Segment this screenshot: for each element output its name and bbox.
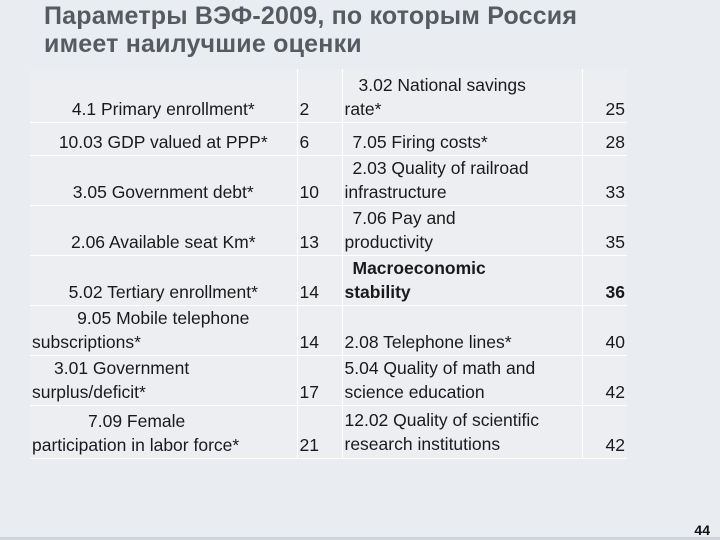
slide-title: Параметры ВЭФ-2009, по которым Россия им…: [44, 2, 704, 58]
left-rank-cell: 13: [296, 205, 342, 256]
left-rank-cell: 17: [296, 355, 342, 406]
slide-title-line-1: Параметры ВЭФ-2009, по которым Россия: [44, 2, 578, 30]
left-rank-cell: 2: [296, 69, 342, 123]
left-indicator-line: surplus/deficit*: [32, 381, 146, 402]
rankings-table-container: 4.1 Primary enrollment* 2 3.02 National …: [30, 69, 627, 459]
right-indicator-line: Macroeconomic: [352, 257, 486, 278]
table-row: 9.05 Mobile telephone subscriptions* 14 2…: [30, 305, 627, 356]
right-rank-cell: 40: [581, 305, 627, 356]
right-rank-cell: 42: [581, 355, 627, 406]
left-indicator-line: 9.05 Mobile telephone: [77, 307, 250, 328]
right-rank-cell: 35: [581, 205, 627, 256]
right-indicator-cell: 7.05 Firing costs*: [341, 122, 582, 156]
left-indicator-cell: 4.1 Primary enrollment*: [30, 69, 297, 123]
left-indicator-line: 3.01 Government: [54, 357, 190, 378]
left-indicator-line: 2.06 Available seat Km*: [70, 231, 256, 252]
page-number: 44: [694, 522, 710, 538]
right-indicator-line: 7.05 Firing costs*: [352, 131, 488, 152]
left-rank-cell: 10: [296, 155, 342, 206]
left-indicator-line: 10.03 GDP valued at PPP*: [58, 131, 268, 152]
right-indicator-line: stability: [344, 281, 411, 302]
table-row: 4.1 Primary enrollment* 2 3.02 National …: [30, 69, 627, 123]
right-indicator-line: rate*: [344, 98, 382, 119]
left-rank-cell: 21: [296, 405, 342, 459]
table-row: 3.05 Government debt* 10 2.03 Quality of…: [30, 155, 627, 206]
table-row: 10.03 GDP valued at PPP* 6 7.05 Firing c…: [30, 122, 627, 156]
left-indicator-line: 5.02 Tertiary enrollment*: [68, 281, 258, 302]
right-indicator-cell: 2.08 Telephone lines*: [341, 305, 582, 356]
left-indicator-cell: 3.05 Government debt*: [30, 155, 297, 206]
right-indicator-line: 2.08 Telephone lines*: [344, 331, 512, 352]
table-row: 7.09 Female participation in labor force*…: [30, 405, 627, 459]
right-indicator-line: 2.03 Quality of railroad: [352, 157, 529, 178]
left-indicator-cell: 9.05 Mobile telephone subscriptions*: [30, 305, 297, 356]
right-indicator-line: research institutions: [344, 433, 501, 454]
right-indicator-cell: 7.06 Pay and productivity: [341, 205, 582, 256]
footer-divider: [0, 537, 720, 540]
left-indicator-cell: 2.06 Available seat Km*: [30, 205, 297, 256]
right-indicator-line: 7.06 Pay and: [352, 207, 456, 228]
right-indicator-cell: 3.02 National savings rate*: [341, 69, 582, 123]
left-indicator-line: 3.05 Government debt*: [72, 181, 254, 202]
right-indicator-line: 3.02 National savings: [358, 74, 526, 95]
left-rank-cell: 14: [296, 255, 342, 306]
table-row: 2.06 Available seat Km* 13 7.06 Pay and p…: [30, 205, 627, 256]
right-indicator-line: science education: [344, 381, 485, 402]
left-indicator-cell: 10.03 GDP valued at PPP*: [30, 122, 297, 156]
slide-title-line-2: имеет наилучшие оценки: [44, 30, 362, 58]
left-indicator-line: participation in labor force*: [32, 434, 240, 455]
right-indicator-line: 5.04 Quality of math and: [344, 357, 536, 378]
table-row: 3.01 Government surplus/deficit* 17 5.04 …: [30, 355, 627, 406]
right-indicator-cell: Macroeconomic stability: [341, 255, 582, 306]
right-rank-cell: 36: [581, 255, 627, 306]
right-indicator-line: infrastructure: [344, 181, 447, 202]
left-indicator-cell: 5.02 Tertiary enrollment*: [30, 255, 297, 306]
left-indicator-line: 4.1 Primary enrollment*: [71, 98, 255, 119]
left-rank-cell: 6: [296, 122, 342, 156]
left-indicator-line: subscriptions*: [32, 331, 141, 352]
right-indicator-cell: 12.02 Quality of scientific research inst…: [341, 405, 582, 459]
right-indicator-line: productivity: [344, 231, 434, 252]
rankings-table: 4.1 Primary enrollment* 2 3.02 National …: [30, 69, 627, 459]
table-row: 5.02 Tertiary enrollment* 14 Macroeconom…: [30, 255, 627, 306]
left-rank-cell: 14: [296, 305, 342, 356]
right-rank-cell: 28: [581, 122, 627, 156]
right-rank-cell: 42: [581, 405, 627, 459]
right-indicator-cell: 2.03 Quality of railroad infrastructure: [341, 155, 582, 206]
right-indicator-line: 12.02 Quality of scientific: [344, 409, 540, 430]
right-rank-cell: 33: [581, 155, 627, 206]
left-indicator-cell: 3.01 Government surplus/deficit*: [30, 355, 297, 406]
right-rank-cell: 25: [581, 69, 627, 123]
right-indicator-cell: 5.04 Quality of math and science educatio…: [341, 355, 582, 406]
left-indicator-cell: 7.09 Female participation in labor force*: [30, 405, 297, 459]
left-indicator-line: 7.09 Female: [88, 410, 186, 431]
